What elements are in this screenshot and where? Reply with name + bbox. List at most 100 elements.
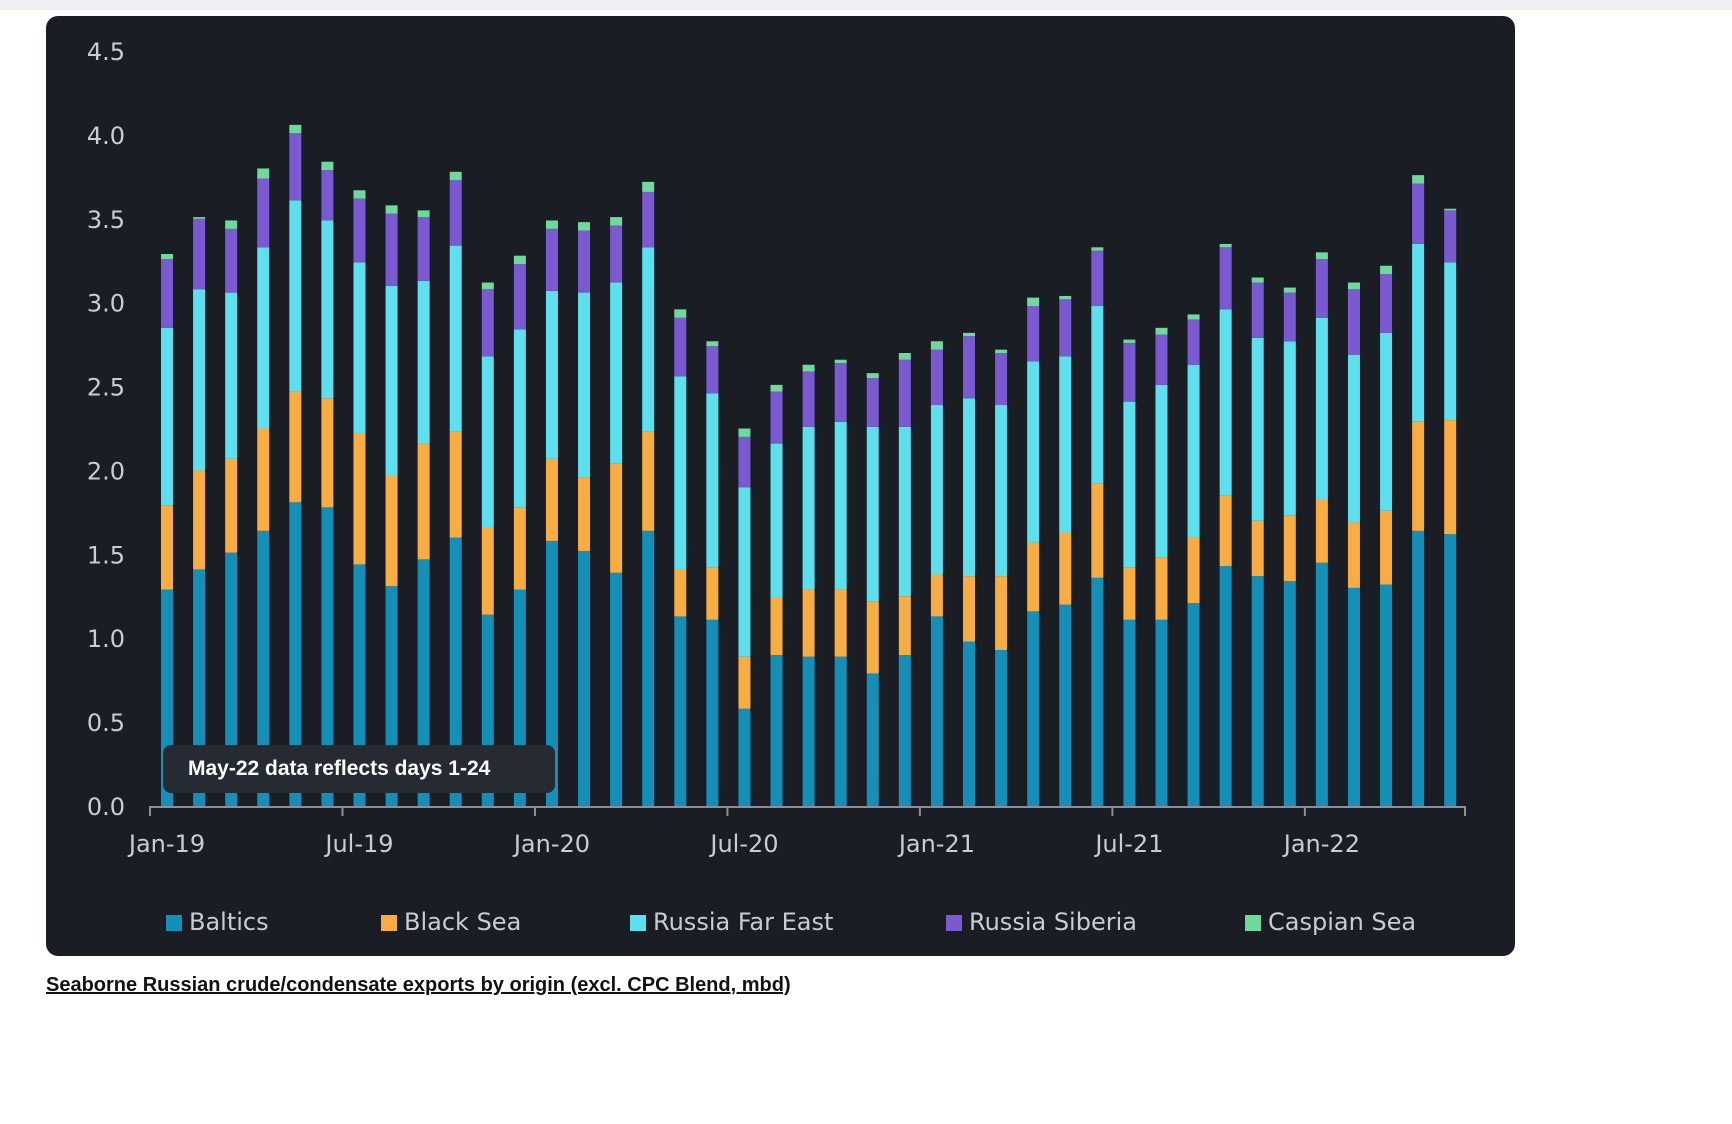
bar-segment-caspian-sea	[1219, 243, 1232, 248]
bar-segment-russia-far-east	[417, 280, 430, 444]
bar-segment-black-sea	[417, 443, 430, 560]
x-tick-label: Jan-22	[1282, 830, 1360, 858]
bar-segment-black-sea	[289, 391, 302, 503]
bar-segment-russia-siberia	[417, 217, 430, 281]
bar-segment-russia-far-east	[834, 421, 847, 590]
bar-segment-russia-siberia	[545, 228, 558, 291]
bar-segment-baltics	[1380, 584, 1393, 806]
bar-segment-caspian-sea	[513, 255, 526, 265]
bar-segment-baltics	[1059, 604, 1072, 806]
bar-segment-russia-far-east	[770, 443, 783, 598]
bar-segment-baltics	[898, 655, 911, 806]
legend-swatch	[630, 915, 646, 931]
bar-segment-black-sea	[1315, 498, 1328, 563]
bar-segment-russia-far-east	[321, 220, 334, 399]
bar-segment-russia-siberia	[770, 391, 783, 444]
bar-segment-russia-far-east	[1283, 341, 1296, 516]
bar-segment-baltics	[1251, 576, 1264, 806]
bar-segment-russia-far-east	[642, 247, 655, 432]
bar-segment-russia-siberia	[385, 213, 398, 286]
bar-segment-baltics	[834, 656, 847, 806]
bar-segment-black-sea	[1347, 522, 1360, 588]
bar-segment-russia-far-east	[1219, 309, 1232, 496]
bar-segment-russia-far-east	[513, 329, 526, 508]
bar-segment-russia-siberia	[193, 218, 206, 290]
bar-segment-black-sea	[802, 589, 815, 657]
bar-segment-baltics	[770, 655, 783, 806]
x-tick-label: Jul-21	[1093, 830, 1163, 858]
bar-segment-russia-siberia	[353, 198, 366, 263]
bar-segment-baltics	[225, 552, 238, 806]
bar-segment-black-sea	[481, 527, 494, 615]
bar-segment-black-sea	[578, 477, 591, 551]
bar-segment-caspian-sea	[802, 364, 815, 372]
bar-segment-baltics	[1412, 530, 1425, 806]
bar-segment-russia-siberia	[738, 436, 751, 488]
x-tick-label: Jul-19	[323, 830, 393, 858]
bar-segment-baltics	[257, 530, 270, 806]
bar-segment-baltics	[706, 619, 719, 806]
bar-segment-black-sea	[1187, 537, 1200, 603]
bar-segment-russia-far-east	[1347, 354, 1360, 523]
bar-segment-black-sea	[1380, 510, 1393, 585]
legend-swatch	[381, 915, 397, 931]
bar-segment-black-sea	[963, 576, 975, 642]
bar-segment-black-sea	[738, 656, 751, 709]
bar-segment-russia-siberia	[1059, 299, 1072, 357]
bar-segment-russia-siberia	[898, 359, 911, 427]
bar-segment-black-sea	[161, 505, 173, 590]
bar-segment-caspian-sea	[257, 168, 270, 179]
bar-segment-black-sea	[449, 431, 462, 538]
bar-segment-russia-far-east	[802, 426, 815, 590]
bar-segment-caspian-sea	[545, 220, 558, 229]
bar-segment-caspian-sea	[449, 171, 462, 181]
bar-segment-baltics	[866, 673, 879, 806]
bar-segment-black-sea	[770, 597, 783, 655]
y-tick-label: 4.5	[87, 38, 125, 66]
bar-segment-russia-far-east	[995, 405, 1008, 577]
chart-caption[interactable]: Seaborne Russian crude/condensate export…	[46, 974, 791, 996]
bar-segment-caspian-sea	[225, 220, 238, 229]
bar-segment-baltics	[1027, 611, 1040, 806]
bar-segment-baltics	[1091, 577, 1104, 806]
bar-segment-baltics	[578, 550, 591, 806]
bar-segment-russia-siberia	[1283, 292, 1296, 342]
bar-segment-caspian-sea	[193, 217, 206, 219]
bar-segment-russia-far-east	[1187, 364, 1200, 538]
bar-segment-russia-siberia	[1027, 306, 1040, 362]
bar-segment-russia-siberia	[866, 378, 879, 427]
bar-segment-black-sea	[610, 463, 623, 573]
legend-swatch	[946, 915, 962, 931]
bar-segment-caspian-sea	[353, 190, 366, 199]
y-tick-label: 3.5	[87, 206, 125, 234]
bar-segment-russia-siberia	[1219, 247, 1232, 310]
bar-segment-caspian-sea	[930, 341, 943, 350]
bar-segment-baltics	[930, 616, 943, 806]
bar-segment-russia-far-east	[449, 245, 462, 432]
bar-segment-baltics	[1123, 619, 1136, 806]
bar-segment-caspian-sea	[963, 332, 975, 337]
bar-segment-russia-siberia	[321, 170, 334, 221]
bar-segment-russia-siberia	[1315, 259, 1328, 318]
bar-segment-caspian-sea	[1283, 287, 1296, 293]
bar-segment-russia-far-east	[706, 393, 719, 568]
y-tick-label: 0.5	[87, 709, 125, 737]
bar-segment-russia-siberia	[1444, 210, 1457, 263]
bar-segment-black-sea	[706, 567, 719, 620]
bar-segment-russia-far-east	[257, 247, 270, 429]
bar-segment-russia-siberia	[1251, 282, 1264, 338]
legend-label: Russia Siberia	[969, 908, 1137, 936]
bar-segment-caspian-sea	[1412, 175, 1425, 184]
bar-segment-russia-siberia	[1091, 250, 1104, 307]
bar-segment-russia-far-east	[1059, 356, 1072, 533]
bar-segment-russia-siberia	[257, 178, 270, 248]
bar-segment-black-sea	[353, 433, 366, 565]
bar-segment-baltics	[1347, 587, 1360, 806]
bar-segment-baltics	[674, 616, 687, 806]
bar-segment-caspian-sea	[706, 341, 719, 347]
bar-segment-caspian-sea	[738, 428, 751, 437]
bar-segment-black-sea	[866, 601, 879, 674]
bar-segment-russia-siberia	[642, 191, 655, 248]
bar-segment-russia-siberia	[706, 346, 719, 394]
bar-segment-russia-far-east	[353, 262, 366, 434]
